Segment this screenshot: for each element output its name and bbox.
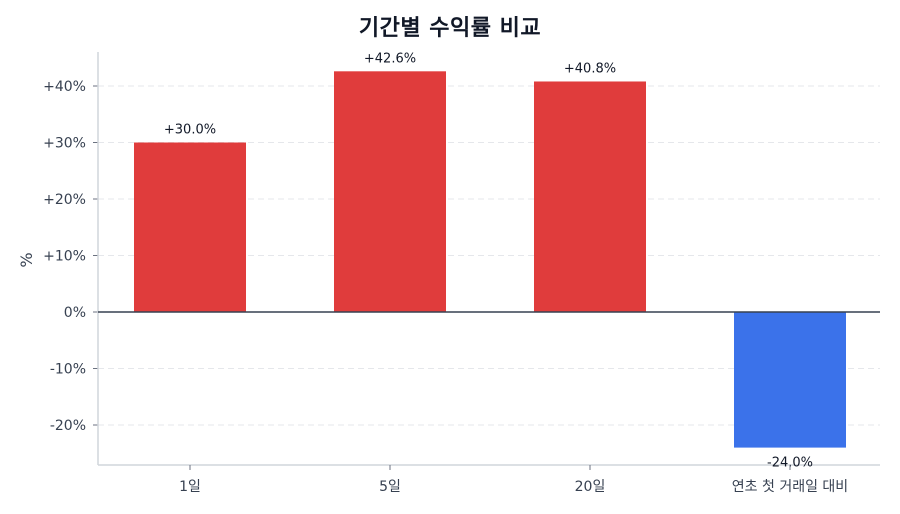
x-tick-label: 연초 첫 거래일 대비	[732, 479, 848, 495]
chart-title: 기간별 수익률 비교	[358, 16, 542, 41]
bar-value-label: +42.6%	[364, 51, 416, 66]
bar-value-label: -24.0%	[767, 456, 813, 471]
bar-value-label: +30.0%	[164, 123, 216, 138]
y-tick-label: +30%	[43, 136, 86, 152]
y-tick-label: -20%	[50, 418, 86, 434]
bar-3	[534, 81, 646, 312]
bar-1	[134, 142, 246, 312]
bar-2	[334, 71, 446, 312]
x-tick-label: 1일	[179, 479, 201, 495]
y-tick-label: -10%	[50, 362, 86, 378]
y-tick-label: +10%	[43, 249, 86, 265]
y-tick-label: 0%	[64, 305, 86, 321]
x-tick-label: 5일	[379, 479, 401, 495]
bar-4	[734, 312, 846, 448]
y-tick-label: +20%	[43, 192, 86, 208]
bar-value-label: +40.8%	[564, 61, 616, 76]
x-tick-label: 20일	[575, 479, 606, 495]
y-tick-label: +40%	[43, 79, 86, 95]
y-axis-label: %	[17, 252, 36, 267]
